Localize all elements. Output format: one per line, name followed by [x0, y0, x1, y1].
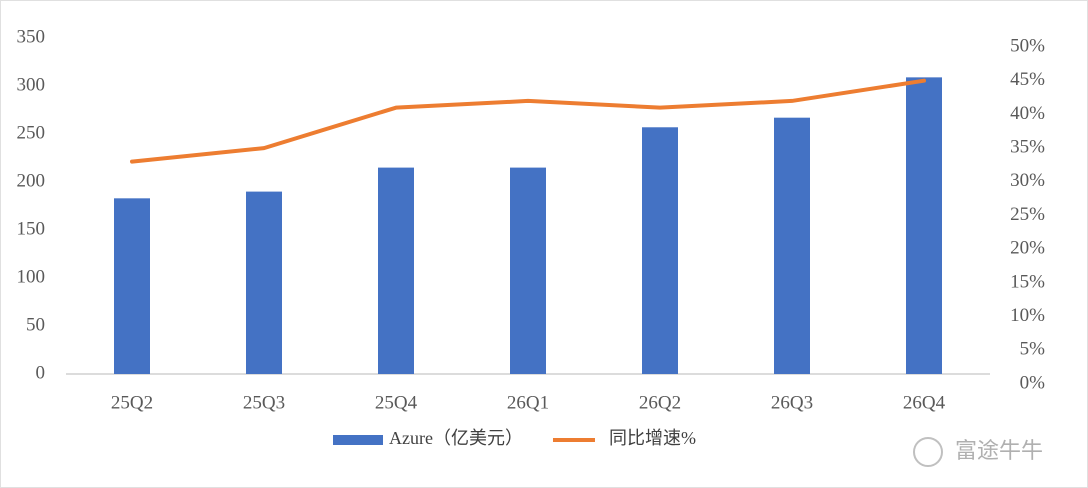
y-tick-label: 50	[26, 314, 45, 335]
y-tick-label: 0	[36, 362, 46, 383]
y-tick-label: 200	[17, 170, 46, 191]
y2-tick-label: 15%	[1010, 271, 1045, 292]
y2-tick-label: 0%	[1020, 372, 1046, 393]
y-tick-label: 150	[17, 218, 46, 239]
watermark-icon	[913, 437, 943, 467]
line	[130, 78, 926, 164]
bar	[378, 167, 414, 374]
x-tick-label: 25Q2	[111, 392, 153, 413]
legend-swatch	[333, 435, 383, 445]
y2-tick-label: 50%	[1010, 35, 1045, 56]
y-tick-label: 250	[17, 122, 46, 143]
x-tick-label: 26Q2	[639, 392, 681, 413]
x-tick-label: 25Q3	[243, 392, 285, 413]
y-tick-label: 100	[17, 266, 46, 287]
y2-tick-label: 10%	[1010, 305, 1045, 326]
legend-label: 同比增速%	[609, 428, 696, 448]
bar	[642, 127, 678, 374]
y2-tick-label: 20%	[1010, 238, 1045, 259]
bar	[246, 191, 282, 374]
bar	[906, 77, 942, 375]
y-tick-label: 350	[17, 26, 46, 47]
x-tick-label: 26Q4	[903, 392, 946, 413]
y2-tick-label: 25%	[1010, 204, 1045, 225]
x-tick-label: 26Q1	[507, 392, 549, 413]
bar	[510, 167, 546, 374]
y2-tick-label: 30%	[1010, 170, 1045, 191]
y-tick-label: 300	[17, 74, 46, 95]
y2-tick-label: 5%	[1020, 339, 1046, 360]
x-tick-label: 25Q4	[375, 392, 418, 413]
bar	[774, 117, 810, 375]
legend-label: Azure（亿美元）	[389, 428, 523, 448]
watermark: 富途牛牛	[955, 439, 1043, 464]
y2-tick-label: 40%	[1010, 103, 1045, 124]
x-tick-label: 26Q3	[771, 392, 813, 413]
y2-tick-label: 35%	[1010, 136, 1045, 157]
bar	[114, 198, 150, 374]
y2-tick-label: 45%	[1010, 69, 1045, 90]
